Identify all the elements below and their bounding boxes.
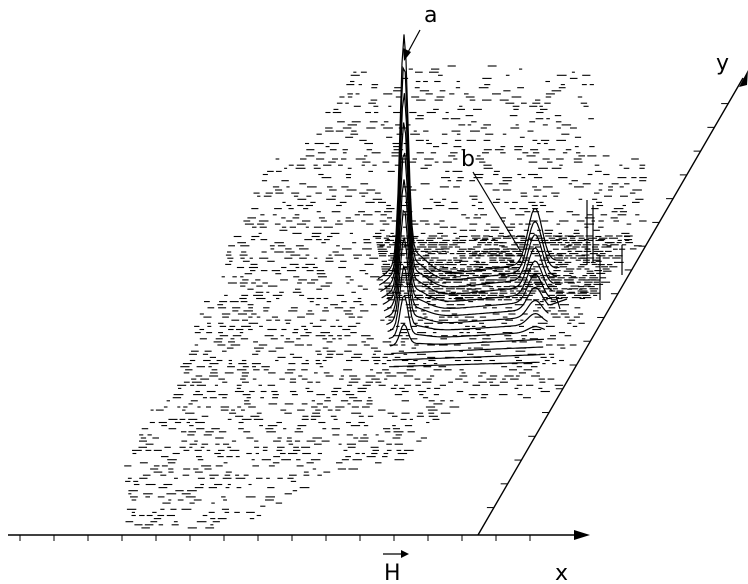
peak-b-label: b — [461, 147, 475, 172]
ridge-line — [389, 323, 545, 347]
peak-a-arrowhead — [403, 48, 411, 61]
ridge-line — [386, 237, 549, 326]
ridge-line — [393, 361, 540, 368]
field-h-label: H — [384, 561, 401, 584]
ridge-line — [387, 264, 548, 332]
x-axis-ticks — [19, 535, 531, 541]
ridge-contours — [377, 34, 623, 368]
y-axis-arrowhead — [739, 70, 748, 87]
ridge-line — [388, 294, 546, 340]
ridge-line — [384, 209, 550, 319]
ridge-line — [382, 152, 554, 305]
scatter-dashes — [124, 65, 647, 529]
ridge-line — [378, 65, 558, 286]
y-axis-ticks — [486, 103, 729, 509]
x-axis-arrowhead — [574, 530, 590, 540]
ridge-line — [391, 346, 544, 355]
ridge-line — [377, 34, 560, 280]
y-axis-line — [477, 77, 744, 536]
ridge-line — [380, 93, 557, 293]
axis-x-label: x — [555, 561, 568, 584]
field-h-arrowhead — [401, 550, 409, 558]
cross-mark — [549, 298, 568, 306]
cross-mark-stroke — [555, 295, 561, 310]
ridge-line — [383, 179, 553, 312]
ridge-line — [392, 354, 541, 361]
peak-b-leader — [472, 171, 522, 253]
ridge-line — [381, 122, 554, 299]
axis-y-label: y — [716, 51, 729, 76]
peak-a-label: a — [424, 3, 437, 28]
peak-a-arrow-shaft — [406, 29, 421, 55]
